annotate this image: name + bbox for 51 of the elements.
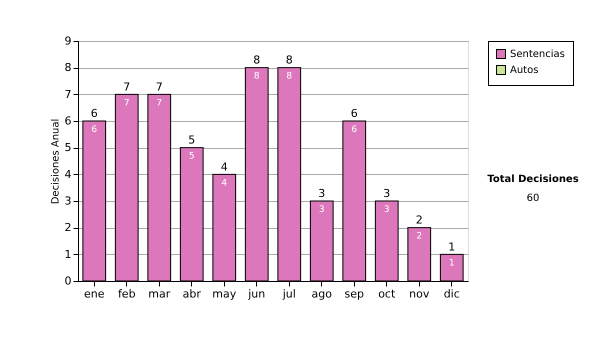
legend-label: Sentencias	[510, 49, 565, 60]
y-tick-label: 0	[64, 274, 72, 288]
data-label: 6	[91, 125, 98, 135]
x-tick-label: jun	[247, 288, 266, 300]
y-tick-label: 8	[64, 61, 72, 74]
total-label: 3	[383, 187, 390, 200]
y-tick-label: 7	[64, 88, 72, 101]
total-label: 6	[90, 107, 98, 120]
text: Total Decisiones	[487, 174, 579, 185]
data-label: 6	[351, 125, 358, 135]
legend-label: Autos	[510, 65, 538, 76]
x-tick-label: oct	[378, 288, 396, 300]
x-tick-label: nov	[409, 288, 430, 300]
data-label: 3	[318, 205, 325, 215]
data-label: 7	[156, 98, 162, 108]
total-label: 1	[448, 240, 456, 254]
total-label: 8	[286, 54, 293, 67]
x-tick-label: may	[212, 288, 237, 300]
total-label: 6	[350, 107, 358, 120]
data-label: 1	[448, 258, 455, 268]
x-tick-label: ago	[312, 288, 332, 300]
y-tick-label: 3	[64, 194, 72, 208]
x-tick-label: jul	[282, 288, 296, 300]
data-label: 8	[254, 72, 260, 82]
total-label: 2	[416, 214, 423, 227]
x-tick-label: sep	[344, 288, 364, 300]
data-label: 8	[286, 72, 292, 82]
x-tick-label: ene	[84, 288, 105, 300]
y-tick-label: 6	[64, 114, 72, 128]
text: 60	[526, 193, 540, 204]
data-label: 2	[416, 232, 422, 242]
data-label: 3	[384, 205, 390, 215]
x-tick-label: mar	[148, 288, 171, 300]
y-tick-label: 1	[64, 248, 72, 261]
total-label: 7	[156, 80, 163, 94]
total-label: 4	[220, 160, 228, 174]
total-label: 3	[318, 187, 326, 200]
y-axis-title: Decisiones Anual	[50, 118, 62, 204]
x-tick-label: dic	[444, 288, 460, 300]
data-label: 4	[221, 178, 228, 188]
y-tick-label: 2	[64, 221, 72, 234]
y-tick-label: 9	[64, 34, 72, 48]
x-tick-label: feb	[118, 288, 136, 300]
y-tick-label: 5	[64, 141, 72, 154]
x-tick-label: abr	[182, 288, 202, 300]
total-label: 7	[123, 80, 130, 94]
y-tick-label: 4	[64, 168, 72, 181]
total-label: 8	[253, 54, 260, 67]
data-label: 5	[188, 152, 195, 162]
data-label: 7	[124, 98, 130, 108]
total-label: 5	[188, 134, 196, 147]
